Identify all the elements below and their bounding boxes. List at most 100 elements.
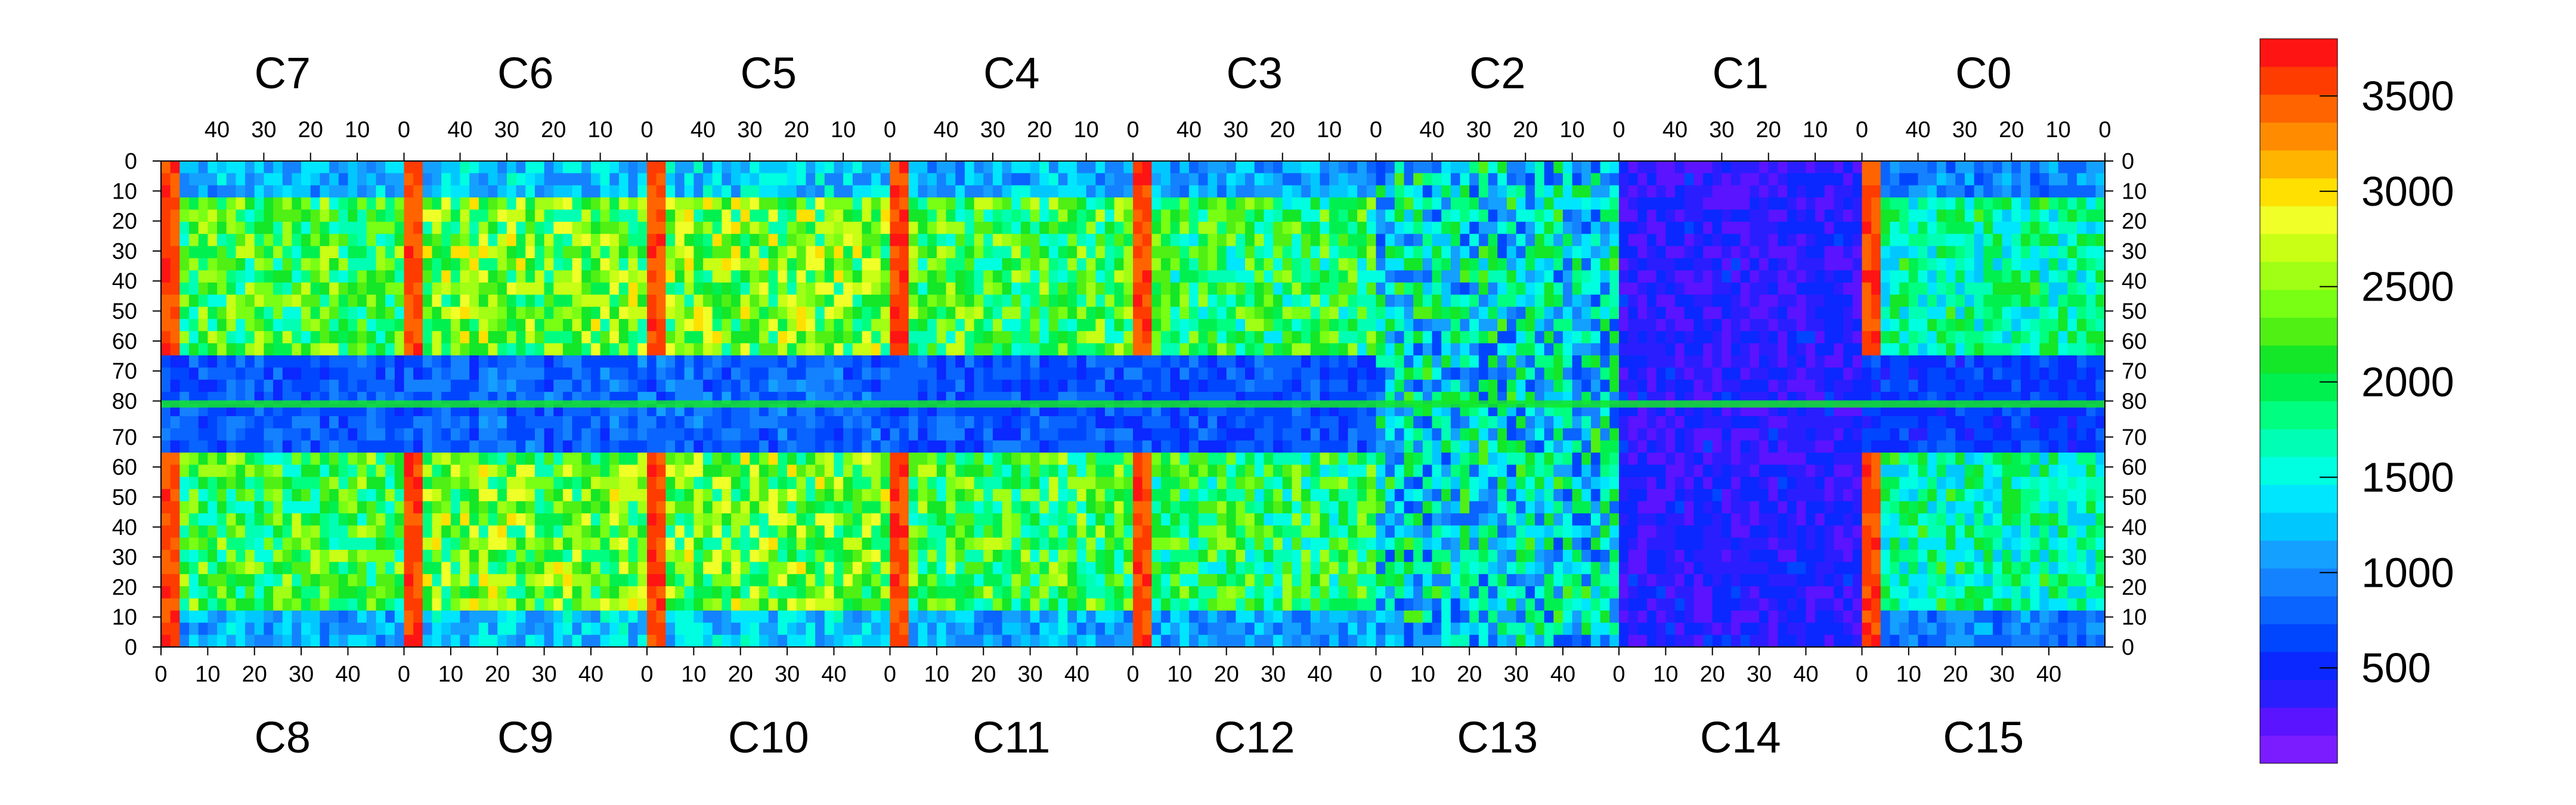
heatmap-cell [618,355,629,368]
heatmap-cell [1170,343,1180,356]
heatmap-cell [1067,282,1078,295]
heatmap-cell [236,161,246,174]
heatmap-cell [862,623,872,636]
heatmap-cell [1301,379,1311,392]
heatmap-cell [731,476,741,490]
heatmap-cell [712,489,722,502]
heatmap-cell [1095,221,1106,234]
heatmap-cell [647,331,657,344]
heatmap-cell [506,537,517,550]
heatmap-cell [460,221,470,234]
heatmap-cell [1095,246,1106,259]
heatmap-cell [927,270,937,283]
heatmap-cell [310,634,321,648]
heatmap-cell [469,453,479,465]
heatmap-cell [964,513,975,526]
heatmap-cell [320,209,330,222]
heatmap-cell [665,489,676,502]
heatmap-cell [432,465,442,478]
heatmap-cell [656,367,666,380]
heatmap-cell [600,306,610,320]
heatmap-cell [441,282,451,295]
heatmap-cell [525,367,535,380]
heatmap-cell [684,562,694,575]
heatmap-cell [394,453,405,465]
heatmap-cell [609,221,620,234]
heatmap-cell [422,562,433,575]
heatmap-cell [422,306,433,320]
heatmap-cell [703,598,713,611]
top-x-tick-label: 20 [1756,117,1781,143]
heatmap-cell [1142,428,1152,441]
heatmap-cell [338,489,349,502]
heatmap-cell [815,550,825,562]
heatmap-cell [703,513,713,526]
heatmap-cell [1329,295,1339,308]
heatmap-cell [506,355,517,368]
heatmap-cell [1048,295,1059,308]
top-x-tick-label: 10 [2045,117,2070,143]
heatmap-cell [815,465,825,478]
heatmap-cell [1002,623,1012,636]
heatmap-cell [1039,550,1049,562]
heatmap-cell [1039,465,1049,478]
heatmap-cell [170,537,180,550]
top-x-tick-label: 0 [884,117,896,143]
heatmap-cell [871,634,881,648]
heatmap-cell [740,428,750,441]
heatmap-cell [1067,453,1078,465]
heatmap-cell [796,161,807,174]
heatmap-cell [936,246,947,259]
heatmap-cell [722,623,732,636]
heatmap-cell [1002,379,1012,392]
heatmap-cell [1058,221,1068,234]
heatmap-cell [1179,209,1190,222]
heatmap-cell [609,428,620,441]
heatmap-cell [843,306,853,320]
heatmap-cell [1086,586,1096,599]
heatmap-cell [1076,513,1087,526]
heatmap-cell [208,379,218,392]
heatmap-cell [432,550,442,562]
heatmap-cell [1076,282,1087,295]
heatmap-cell [750,270,760,283]
top-x-tick-label: 0 [640,117,653,143]
heatmap-cell [1245,331,1255,344]
heatmap-cell [1348,331,1358,344]
heatmap-cell [497,537,507,550]
heatmap-cell [525,306,535,320]
heatmap-cell [329,209,339,222]
heatmap-cell [1301,306,1311,320]
heatmap-cell [955,343,965,356]
heatmap-cell [637,537,648,550]
heatmap-cell [618,258,629,271]
heatmap-cell [768,428,779,441]
heatmap-cell [208,562,218,575]
heatmap-cell [301,355,311,368]
heatmap-cell [722,476,732,490]
heatmap-cell [1011,476,1021,490]
heatmap-cell [1208,221,1218,234]
chip-label-top: C6 [497,48,554,98]
heatmap-cell [441,428,451,441]
heatmap-cell [385,221,395,234]
heatmap-cell [525,185,535,198]
heatmap-cell [366,550,377,562]
heatmap-cell [1357,197,1367,210]
heatmap-cell [478,525,489,538]
heatmap-cell [189,501,199,514]
heatmap-cell [310,550,321,562]
heatmap-cell [1170,185,1180,198]
heatmap-cell [974,453,984,465]
heatmap-cell [712,355,722,368]
heatmap-cell [1198,282,1208,295]
heatmap-cell [394,209,405,222]
heatmap-cell [488,258,498,271]
heatmap-cell [684,270,694,283]
heatmap-cell [1189,367,1199,380]
heatmap-cell [693,489,704,502]
heatmap-cell [871,574,881,587]
heatmap-cell [852,623,863,636]
heatmap-cell [740,185,750,198]
heatmap-cell [964,197,975,210]
